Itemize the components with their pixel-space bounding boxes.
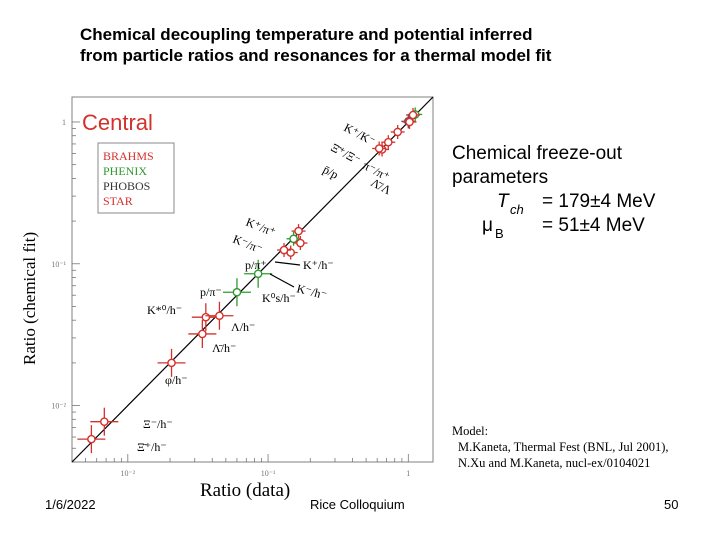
mu-value: = 51±4 MeV xyxy=(542,215,645,236)
data-point xyxy=(291,224,306,239)
data-point xyxy=(381,135,396,150)
legend-box xyxy=(97,142,175,214)
y-axis-label: Ratio (chemical fit) xyxy=(20,231,39,365)
point-label: K⁺/π⁺ xyxy=(244,215,278,239)
temperature-value: = 179±4 MeV xyxy=(542,191,656,212)
data-point xyxy=(205,301,234,330)
data-point xyxy=(244,259,273,288)
point-label: K⁻/π⁻ xyxy=(231,232,265,256)
point-label: K*⁰/h⁻ xyxy=(147,303,182,317)
legend-entry-phenix: PHENIX xyxy=(103,164,147,178)
point-label: φ/h⁻ xyxy=(165,373,188,387)
point-label: p/π⁻ xyxy=(200,285,222,299)
point-label: K⁺/K⁻ xyxy=(342,120,378,148)
data-point xyxy=(390,124,405,139)
mu-subscript: B xyxy=(495,226,504,241)
point-label: Λ̄/h⁻ xyxy=(212,341,236,355)
point-label: Ξ̄⁺/Ξ⁻ xyxy=(329,140,363,167)
parameters-heading-line-1: Chemical freeze-out xyxy=(452,143,623,164)
data-point xyxy=(277,243,292,258)
point-label: Λ/h⁻ xyxy=(231,320,255,334)
x-axis-label: Ratio (data) xyxy=(200,480,291,501)
x-tick-label: 10⁻¹ xyxy=(261,469,276,478)
model-ref-2: N.Xu and M.Kaneta, nucl-ex/0104021 xyxy=(458,456,651,470)
data-point xyxy=(188,319,217,348)
point-label: K⁻/h⁻ xyxy=(295,281,328,302)
y-tick-label: 10⁻² xyxy=(51,402,66,411)
x-tick-label: 1 xyxy=(406,469,410,478)
point-label: Λ̄/Λ xyxy=(369,175,394,197)
data-point xyxy=(402,114,417,129)
model-label: Model: xyxy=(452,424,489,438)
mu-symbol: μ xyxy=(482,215,493,236)
model-ref-1: M.Kaneta, Thermal Fest (BNL, Jul 2001), xyxy=(458,440,669,454)
panel-label: Central xyxy=(82,110,153,135)
parameters-heading-line-2: parameters xyxy=(452,167,549,188)
slide-title: Chemical decoupling temperature and pote… xyxy=(80,24,680,66)
data-point xyxy=(157,348,186,377)
data-point xyxy=(90,407,119,436)
data-point xyxy=(293,236,308,251)
baryon-potential-row: μ B = 51±4 MeV xyxy=(452,214,645,241)
point-label: Ξ⁻/h⁻ xyxy=(143,417,173,431)
annotation-arrow xyxy=(274,261,301,266)
x-tick-label: 10⁻² xyxy=(120,469,135,478)
point-label: Ξ̄⁺/h⁻ xyxy=(137,440,167,454)
data-point xyxy=(372,141,387,156)
legend-entry-phobos: PHOBOS xyxy=(103,179,150,193)
model-reference: Model: M.Kaneta, Thermal Fest (BNL, Jul … xyxy=(452,423,669,471)
slide-title-line-1: Chemical decoupling temperature and pote… xyxy=(80,25,533,44)
legend-entry-star: STAR xyxy=(103,194,133,208)
footer-venue: Rice Colloquium xyxy=(310,497,405,512)
point-label: p/π⁺ xyxy=(245,258,267,272)
annotation-arrow xyxy=(269,273,295,288)
data-point xyxy=(222,278,251,307)
slide-title-line-2: from particle ratios and resonances for … xyxy=(80,46,552,65)
temperature-subscript: ch xyxy=(510,202,524,217)
footer-page-number: 50 xyxy=(664,497,679,512)
point-label: K⁺/h⁻ xyxy=(303,258,334,272)
temperature-symbol: T xyxy=(497,191,509,212)
footer-date: 1/6/2022 xyxy=(45,497,96,512)
point-label: K⁰s/h⁻ xyxy=(262,291,296,305)
plot-frame xyxy=(71,96,434,463)
data-point xyxy=(77,425,106,454)
reference-line-y-equals-x xyxy=(71,96,434,463)
y-tick-label: 10⁻¹ xyxy=(51,260,66,269)
y-tick-label: 1 xyxy=(62,118,66,127)
point-label: p̄/p xyxy=(321,162,341,182)
legend-entry-brahms: BRAHMS xyxy=(103,149,154,163)
